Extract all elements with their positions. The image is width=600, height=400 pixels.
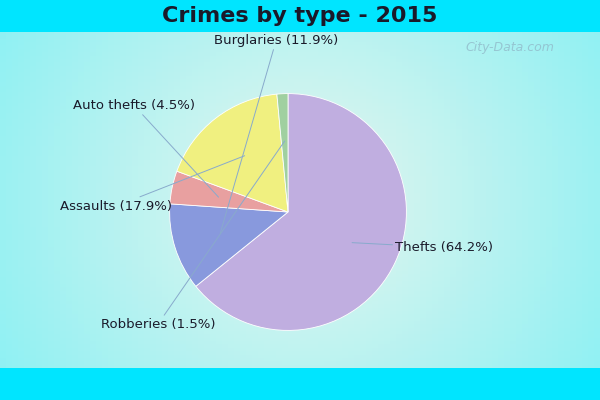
Wedge shape bbox=[170, 204, 288, 286]
Text: City-Data.com: City-Data.com bbox=[466, 42, 554, 54]
Text: Robberies (1.5%): Robberies (1.5%) bbox=[101, 141, 284, 331]
Text: Assaults (17.9%): Assaults (17.9%) bbox=[61, 156, 245, 212]
Wedge shape bbox=[196, 94, 406, 330]
Wedge shape bbox=[170, 171, 288, 212]
Text: Thefts (64.2%): Thefts (64.2%) bbox=[352, 241, 493, 254]
Wedge shape bbox=[177, 94, 288, 212]
Text: Burglaries (11.9%): Burglaries (11.9%) bbox=[214, 34, 338, 233]
Text: Crimes by type - 2015: Crimes by type - 2015 bbox=[163, 6, 437, 26]
Text: Auto thefts (4.5%): Auto thefts (4.5%) bbox=[73, 99, 218, 197]
Wedge shape bbox=[277, 94, 288, 212]
